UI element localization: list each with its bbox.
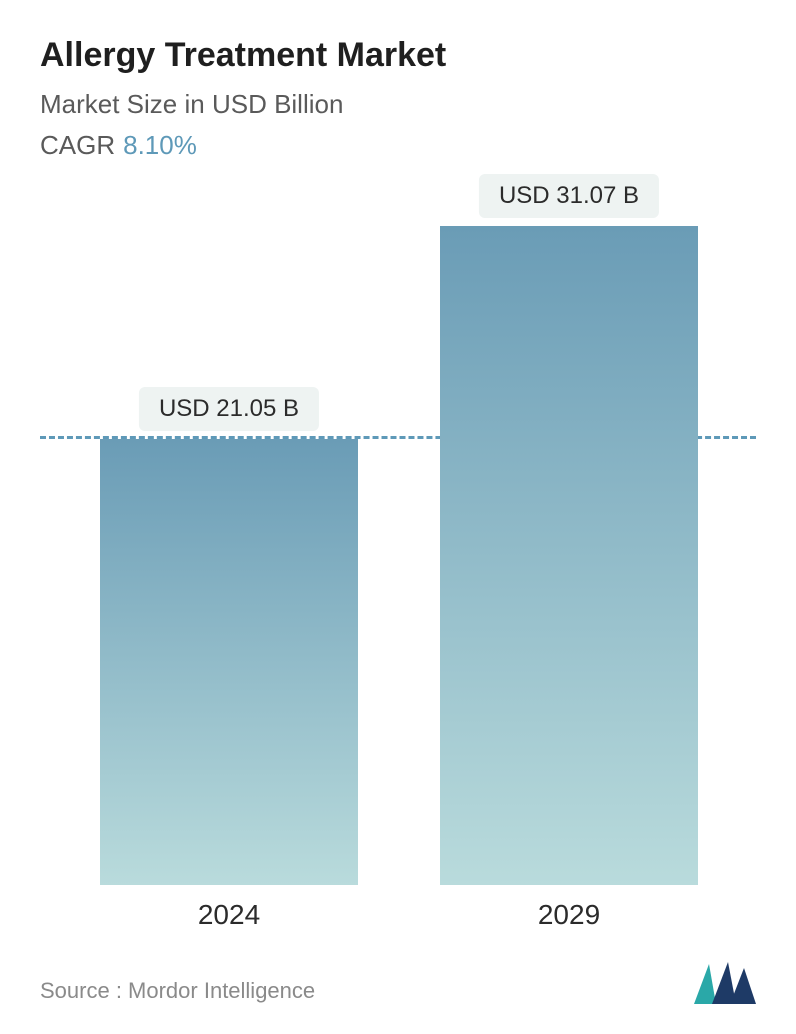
chart-plot-area: USD 21.05 BUSD 31.07 B	[40, 185, 756, 885]
source-text: Source : Mordor Intelligence	[40, 978, 315, 1004]
x-axis-labels: 2024 2029	[40, 899, 756, 943]
chart-container: Allergy Treatment Market Market Size in …	[0, 0, 796, 1034]
cagr-row: CAGR 8.10%	[40, 130, 756, 161]
value-label-2024: USD 21.05 B	[139, 387, 319, 431]
x-label-2029: 2029	[538, 899, 600, 931]
chart-title: Allergy Treatment Market	[40, 36, 756, 75]
x-label-2024: 2024	[198, 899, 260, 931]
cagr-value: 8.10%	[123, 130, 197, 160]
cagr-label: CAGR	[40, 130, 115, 160]
bar-2029	[440, 226, 698, 885]
chart-footer: Source : Mordor Intelligence	[40, 962, 756, 1004]
value-label-2029: USD 31.07 B	[479, 174, 659, 218]
chart-subtitle: Market Size in USD Billion	[40, 89, 756, 120]
mordor-logo-icon	[694, 962, 756, 1004]
bar-2024	[100, 439, 358, 886]
